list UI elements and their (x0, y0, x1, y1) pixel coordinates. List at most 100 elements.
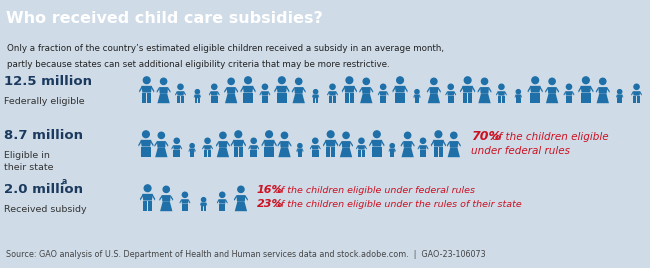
Polygon shape (395, 92, 400, 103)
Polygon shape (478, 93, 491, 103)
Polygon shape (427, 87, 430, 93)
Circle shape (235, 131, 242, 137)
Polygon shape (458, 141, 461, 147)
Polygon shape (227, 141, 230, 147)
Polygon shape (566, 91, 573, 96)
Polygon shape (572, 91, 575, 96)
Polygon shape (198, 98, 200, 103)
Circle shape (450, 132, 457, 139)
Polygon shape (417, 98, 419, 103)
Circle shape (144, 185, 151, 192)
Circle shape (499, 84, 504, 90)
Text: 70%: 70% (471, 130, 501, 143)
Text: a: a (61, 177, 66, 186)
Polygon shape (400, 92, 405, 103)
Polygon shape (404, 86, 408, 92)
Polygon shape (209, 91, 211, 96)
Polygon shape (380, 91, 387, 96)
Polygon shape (141, 147, 146, 157)
Polygon shape (157, 141, 166, 147)
Polygon shape (160, 201, 172, 211)
Polygon shape (292, 87, 294, 93)
Polygon shape (259, 91, 262, 96)
Circle shape (205, 138, 210, 143)
Polygon shape (312, 150, 315, 157)
Circle shape (600, 78, 606, 84)
Text: 8.7 million: 8.7 million (4, 129, 83, 142)
Circle shape (158, 132, 164, 139)
Polygon shape (148, 200, 152, 211)
Polygon shape (342, 141, 350, 147)
Circle shape (190, 144, 194, 148)
Polygon shape (430, 87, 438, 93)
Polygon shape (566, 96, 569, 103)
Circle shape (328, 131, 334, 137)
Polygon shape (277, 92, 281, 103)
Polygon shape (233, 147, 238, 157)
Polygon shape (174, 150, 177, 157)
Polygon shape (222, 204, 226, 211)
Polygon shape (297, 148, 303, 152)
Text: Source: GAO analysis of U.S. Department of Health and Human services data and st: Source: GAO analysis of U.S. Department … (6, 250, 486, 259)
Polygon shape (211, 145, 213, 150)
Circle shape (178, 84, 183, 90)
Text: 2.0 million: 2.0 million (4, 183, 83, 196)
Polygon shape (250, 150, 254, 157)
Circle shape (618, 90, 622, 94)
Polygon shape (326, 147, 330, 157)
Polygon shape (498, 91, 505, 96)
Circle shape (421, 138, 426, 143)
Polygon shape (278, 147, 291, 157)
Polygon shape (433, 140, 444, 147)
Polygon shape (142, 194, 153, 200)
Polygon shape (204, 145, 211, 150)
Polygon shape (292, 93, 305, 103)
Polygon shape (214, 96, 218, 103)
Polygon shape (183, 91, 186, 96)
Circle shape (390, 144, 395, 148)
Polygon shape (152, 194, 155, 200)
Polygon shape (211, 96, 214, 103)
Polygon shape (428, 93, 440, 103)
Polygon shape (596, 87, 599, 93)
Circle shape (431, 78, 437, 84)
Circle shape (296, 78, 302, 84)
Polygon shape (411, 141, 415, 147)
Polygon shape (451, 96, 454, 103)
Polygon shape (300, 152, 302, 157)
Circle shape (582, 77, 590, 84)
Polygon shape (633, 96, 636, 103)
Text: Federally eligible: Federally eligible (4, 97, 84, 106)
Polygon shape (138, 140, 142, 147)
Polygon shape (262, 96, 265, 103)
Text: under federal rules: under federal rules (471, 146, 570, 156)
Circle shape (278, 77, 285, 84)
Polygon shape (261, 140, 265, 147)
Polygon shape (358, 145, 365, 150)
Polygon shape (438, 87, 441, 93)
Polygon shape (248, 145, 251, 150)
Polygon shape (311, 145, 319, 150)
Polygon shape (143, 200, 148, 211)
Polygon shape (302, 148, 304, 152)
Polygon shape (431, 140, 434, 147)
Polygon shape (402, 147, 414, 157)
Polygon shape (578, 86, 582, 92)
Polygon shape (454, 91, 456, 96)
Polygon shape (155, 147, 168, 157)
Circle shape (343, 132, 349, 139)
Polygon shape (159, 195, 162, 201)
Polygon shape (395, 86, 406, 92)
Polygon shape (242, 140, 246, 147)
Polygon shape (203, 206, 206, 211)
Polygon shape (254, 150, 257, 157)
Polygon shape (218, 141, 227, 147)
Polygon shape (580, 86, 591, 92)
Polygon shape (340, 147, 352, 157)
Circle shape (212, 84, 217, 90)
Polygon shape (202, 145, 205, 150)
Polygon shape (419, 95, 421, 98)
Polygon shape (190, 152, 192, 157)
Polygon shape (333, 96, 336, 103)
Polygon shape (165, 141, 168, 147)
